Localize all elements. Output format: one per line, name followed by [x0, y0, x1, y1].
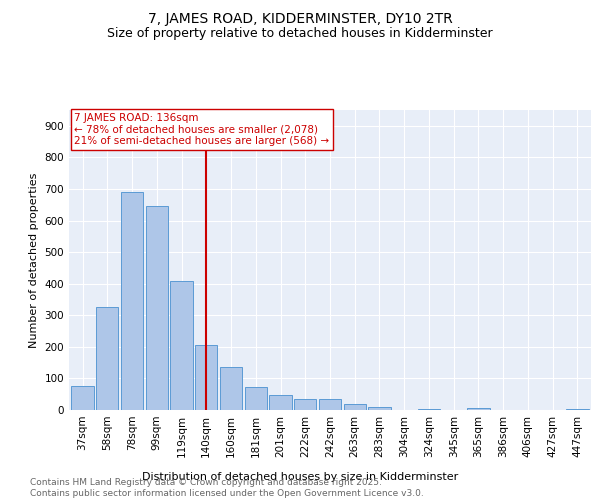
- Bar: [220, 366, 242, 410]
- Text: 7, JAMES ROAD, KIDDERMINSTER, DY10 2TR: 7, JAMES ROAD, KIDDERMINSTER, DY10 2TR: [148, 12, 452, 26]
- Y-axis label: Number of detached properties: Number of detached properties: [29, 172, 39, 348]
- Bar: [319, 399, 341, 410]
- Bar: [368, 407, 391, 410]
- Text: 7 JAMES ROAD: 136sqm
← 78% of detached houses are smaller (2,078)
21% of semi-de: 7 JAMES ROAD: 136sqm ← 78% of detached h…: [74, 113, 329, 146]
- Bar: [195, 344, 217, 410]
- Bar: [269, 395, 292, 410]
- Text: Size of property relative to detached houses in Kidderminster: Size of property relative to detached ho…: [107, 28, 493, 40]
- Bar: [170, 280, 193, 410]
- Bar: [245, 388, 267, 410]
- Bar: [418, 409, 440, 410]
- Bar: [71, 386, 94, 410]
- Bar: [467, 408, 490, 410]
- Text: Distribution of detached houses by size in Kidderminster: Distribution of detached houses by size …: [142, 472, 458, 482]
- Bar: [566, 408, 589, 410]
- Bar: [344, 404, 366, 410]
- Bar: [96, 308, 118, 410]
- Bar: [294, 399, 316, 410]
- Text: Contains HM Land Registry data © Crown copyright and database right 2025.
Contai: Contains HM Land Registry data © Crown c…: [30, 478, 424, 498]
- Bar: [146, 206, 168, 410]
- Bar: [121, 192, 143, 410]
